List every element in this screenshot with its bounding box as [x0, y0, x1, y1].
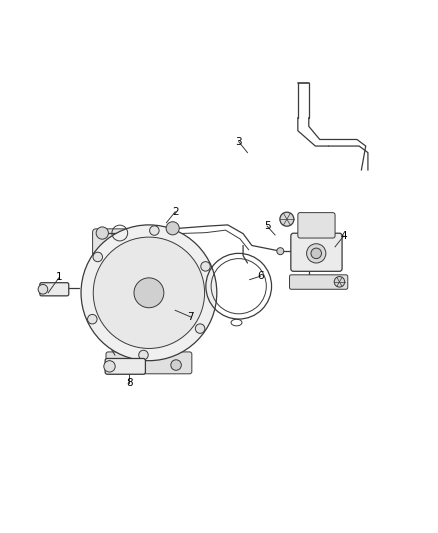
- Circle shape: [307, 244, 326, 263]
- Circle shape: [150, 226, 159, 235]
- Text: 2: 2: [172, 207, 179, 217]
- Text: 8: 8: [126, 378, 133, 388]
- Circle shape: [201, 262, 210, 271]
- FancyBboxPatch shape: [40, 282, 69, 296]
- Circle shape: [49, 283, 60, 294]
- FancyBboxPatch shape: [290, 275, 348, 289]
- FancyBboxPatch shape: [92, 229, 139, 260]
- FancyBboxPatch shape: [106, 352, 192, 374]
- Circle shape: [280, 212, 294, 226]
- Circle shape: [277, 248, 284, 255]
- Text: 5: 5: [264, 221, 271, 231]
- Text: 3: 3: [235, 136, 242, 147]
- FancyBboxPatch shape: [105, 359, 145, 374]
- Circle shape: [134, 278, 164, 308]
- Text: 1: 1: [56, 272, 63, 282]
- Circle shape: [195, 324, 205, 333]
- FancyBboxPatch shape: [298, 213, 335, 238]
- Circle shape: [171, 360, 181, 370]
- Circle shape: [93, 237, 205, 349]
- Text: 7: 7: [187, 312, 194, 322]
- Circle shape: [139, 350, 148, 360]
- Circle shape: [88, 314, 97, 324]
- Circle shape: [38, 285, 48, 294]
- Circle shape: [166, 222, 179, 235]
- Circle shape: [311, 248, 321, 259]
- Circle shape: [117, 360, 127, 370]
- Circle shape: [334, 277, 345, 287]
- FancyBboxPatch shape: [291, 233, 342, 271]
- Text: 4: 4: [340, 231, 347, 241]
- Text: 6: 6: [257, 271, 264, 281]
- Circle shape: [96, 227, 109, 239]
- Circle shape: [93, 252, 102, 262]
- Circle shape: [81, 225, 217, 361]
- Circle shape: [104, 361, 115, 372]
